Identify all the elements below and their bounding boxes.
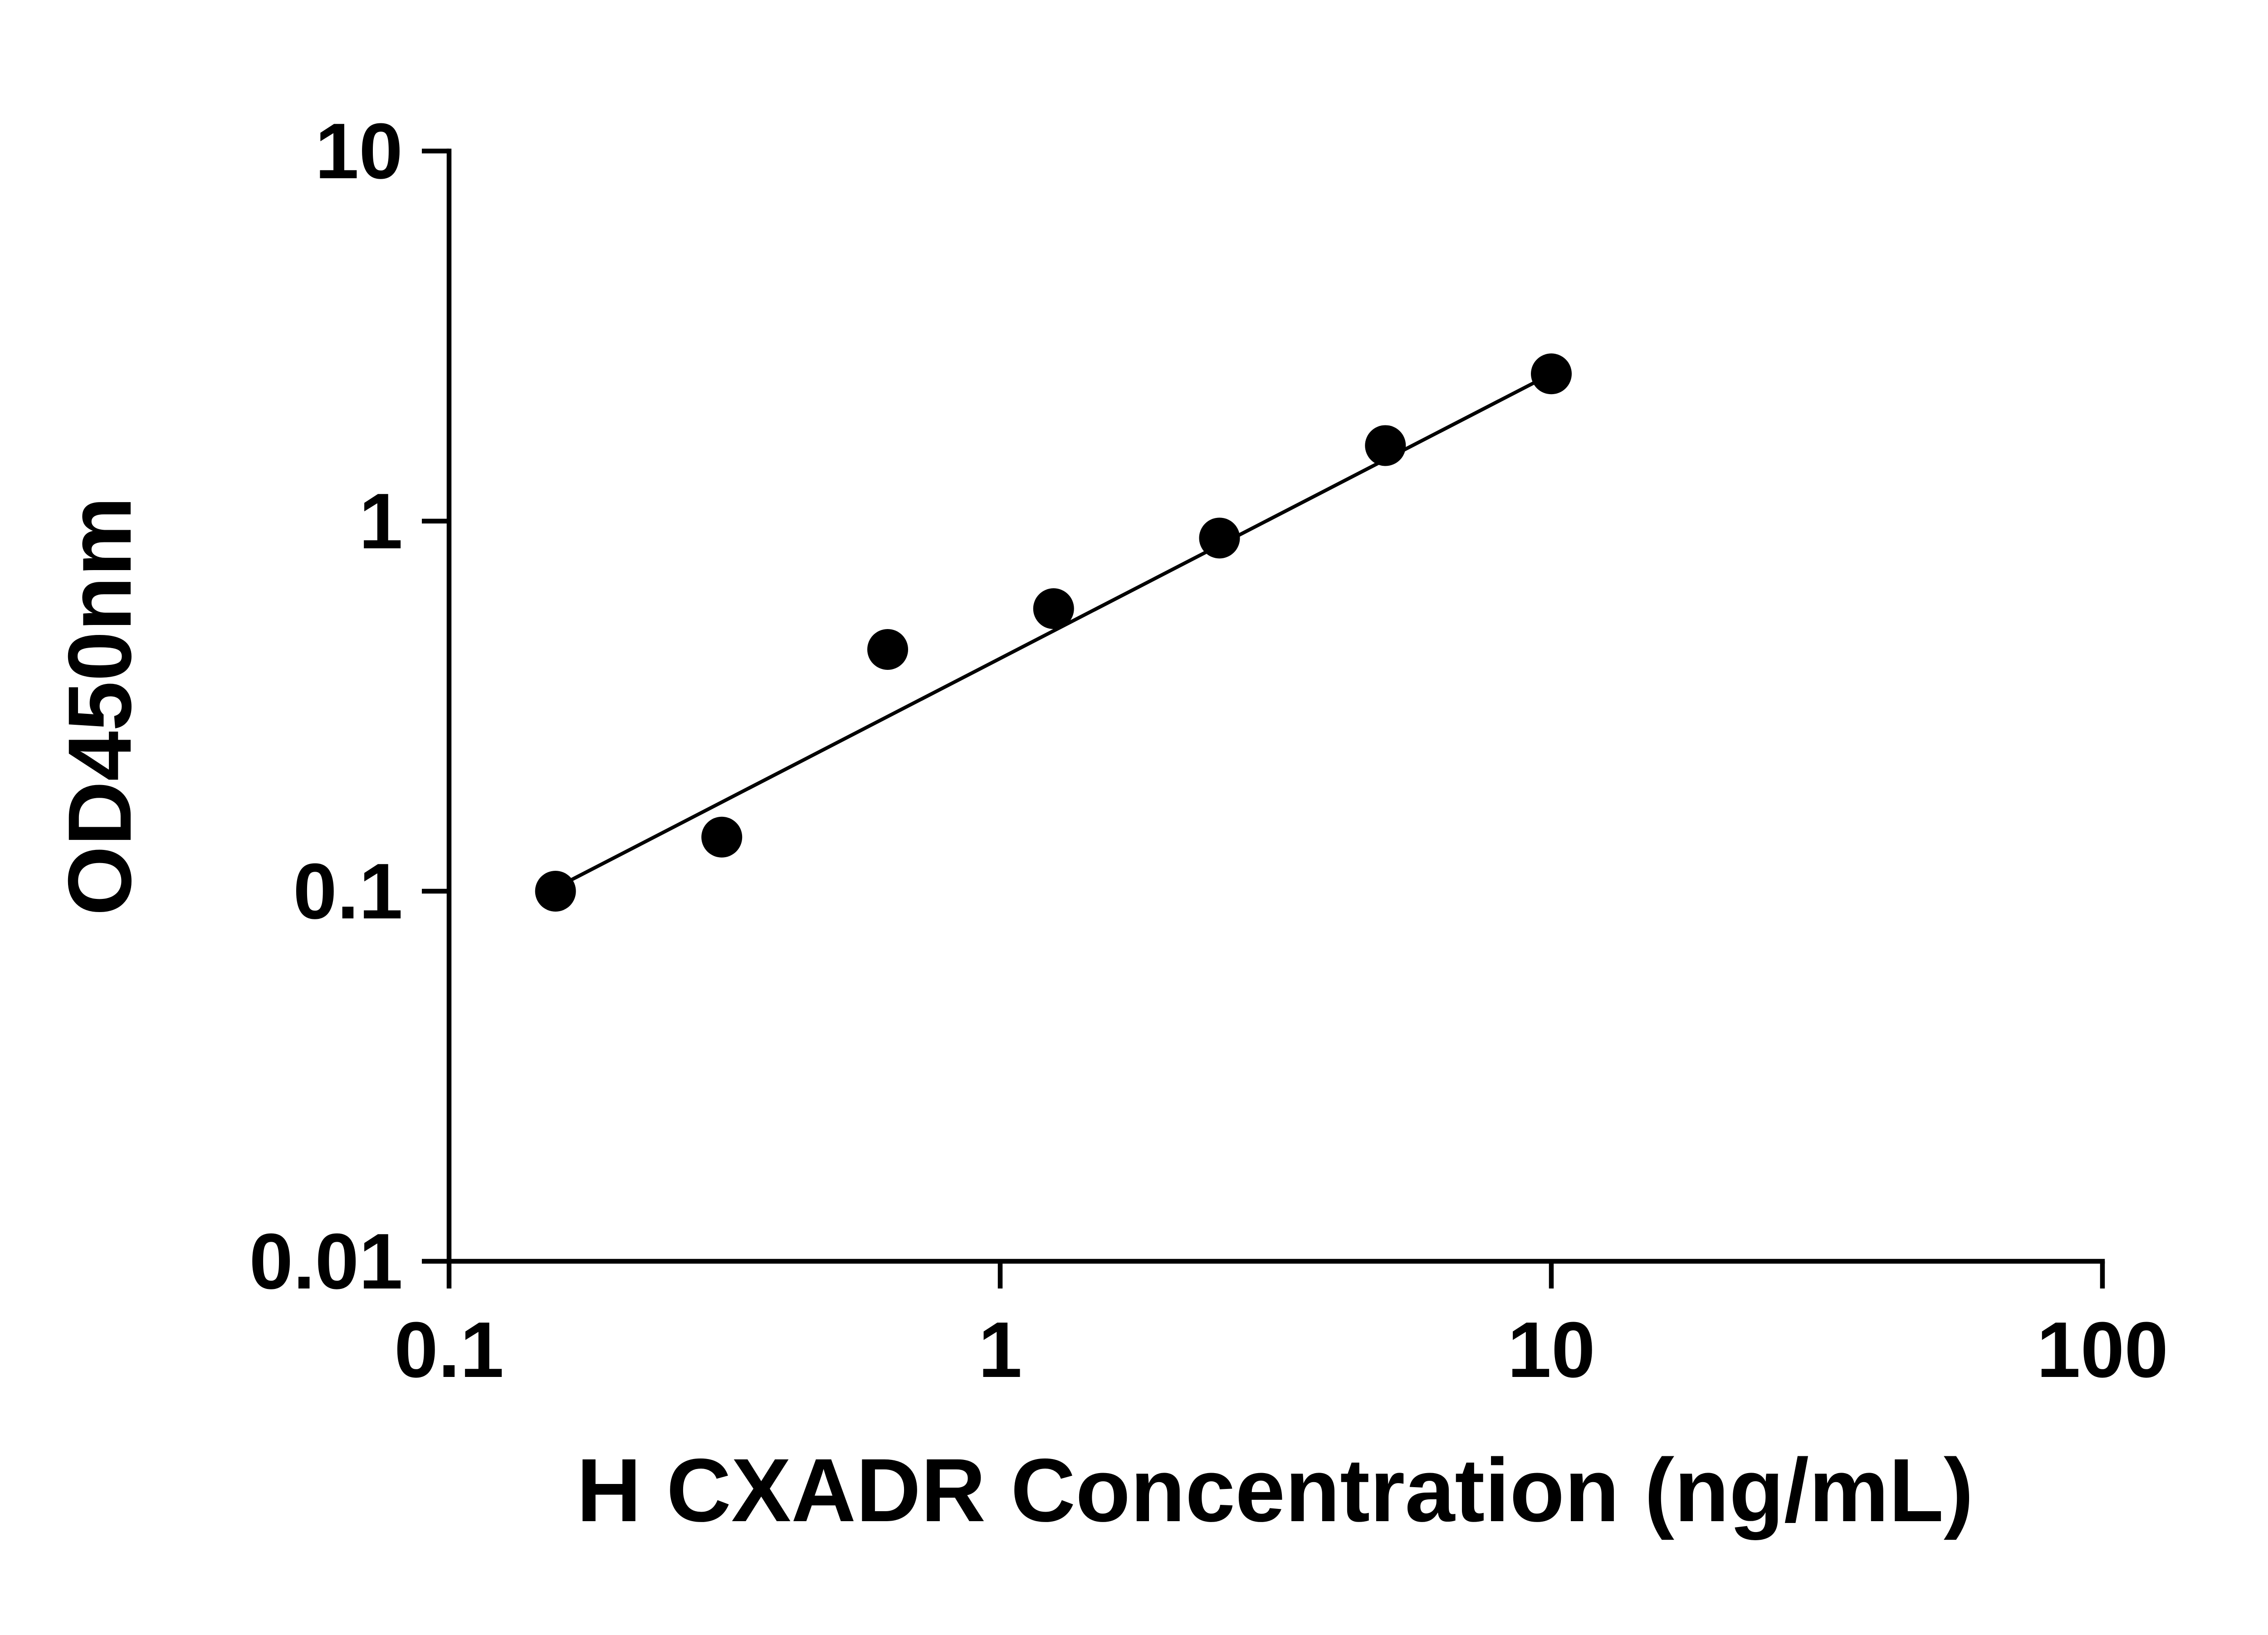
x-tick-label: 1 (978, 1305, 1022, 1394)
x-axis-title: H CXADR Concentration (ng/mL) (577, 1440, 1974, 1540)
data-point (867, 629, 908, 670)
data-points (535, 353, 1572, 912)
x-tick-labels: 0.1 1 10 100 (394, 1305, 2168, 1394)
data-point (1531, 353, 1572, 395)
y-axis-title: OD450nm (49, 497, 150, 916)
y-tick-label: 0.01 (249, 1217, 403, 1305)
data-point (535, 871, 576, 912)
data-point (1199, 517, 1240, 559)
y-tick-label: 0.1 (293, 847, 403, 935)
y-tick-labels: 0.01 0.1 1 10 (249, 107, 403, 1305)
data-point (1365, 425, 1406, 466)
data-point (1033, 588, 1074, 630)
data-point (701, 816, 743, 858)
x-tick-label: 100 (2037, 1305, 2168, 1394)
x-tick-label: 0.1 (394, 1305, 504, 1394)
y-tick-label: 1 (359, 477, 403, 565)
axes (446, 148, 2105, 1264)
axis-ticks (422, 148, 2105, 1288)
y-tick-label: 10 (315, 107, 403, 195)
x-tick-label: 10 (1507, 1305, 1595, 1394)
